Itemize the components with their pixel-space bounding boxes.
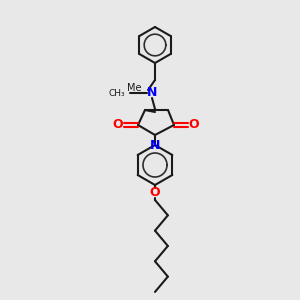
Text: N: N	[150, 139, 160, 152]
Text: N: N	[147, 86, 157, 100]
Text: Me: Me	[127, 83, 141, 93]
Text: O: O	[113, 118, 123, 131]
Text: CH₃: CH₃	[108, 88, 125, 98]
Text: O: O	[189, 118, 199, 131]
Text: O: O	[150, 187, 160, 200]
